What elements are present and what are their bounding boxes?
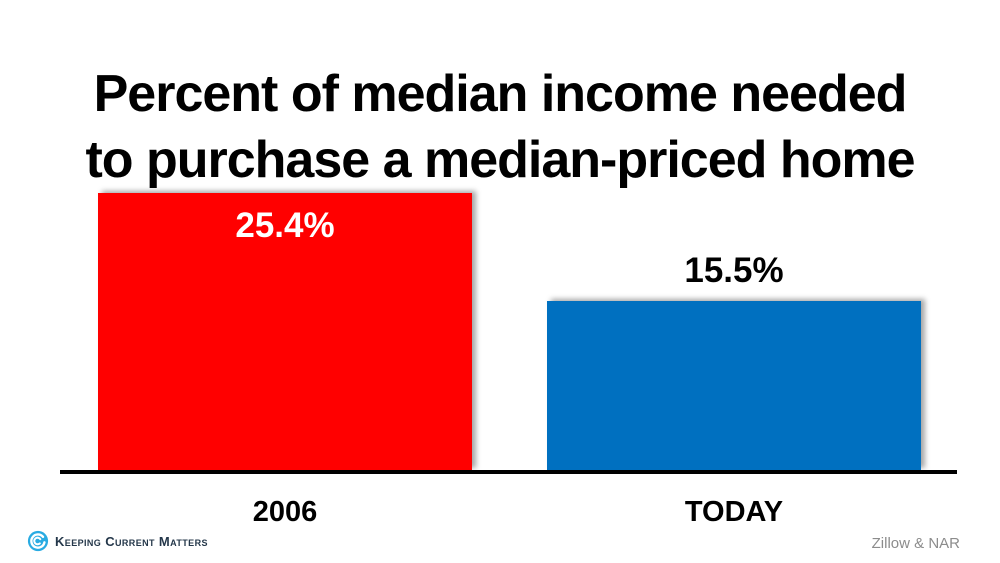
bar-today: 15.5% bbox=[547, 251, 921, 470]
bar-2006: 25.4% bbox=[98, 193, 472, 470]
bar-today-value-label: 15.5% bbox=[684, 251, 784, 290]
title-line-1: Percent of median income needed bbox=[93, 64, 908, 123]
page-title: Percent of median income needed to purch… bbox=[0, 61, 1000, 193]
x-axis-label-2006: 2006 bbox=[252, 496, 318, 528]
x-axis-label-today: TODAY bbox=[684, 496, 784, 528]
bar-2006-value-label: 25.4% bbox=[235, 206, 335, 245]
kcm-swirl-logo-icon bbox=[27, 530, 49, 552]
source-attribution: Zillow & NAR bbox=[871, 535, 960, 552]
brand-footer: Keeping Current Matters bbox=[27, 530, 208, 552]
brand-name: Keeping Current Matters bbox=[55, 533, 208, 549]
title-line-2: to purchase a median-priced home bbox=[85, 130, 915, 189]
x-axis-line bbox=[60, 470, 957, 474]
